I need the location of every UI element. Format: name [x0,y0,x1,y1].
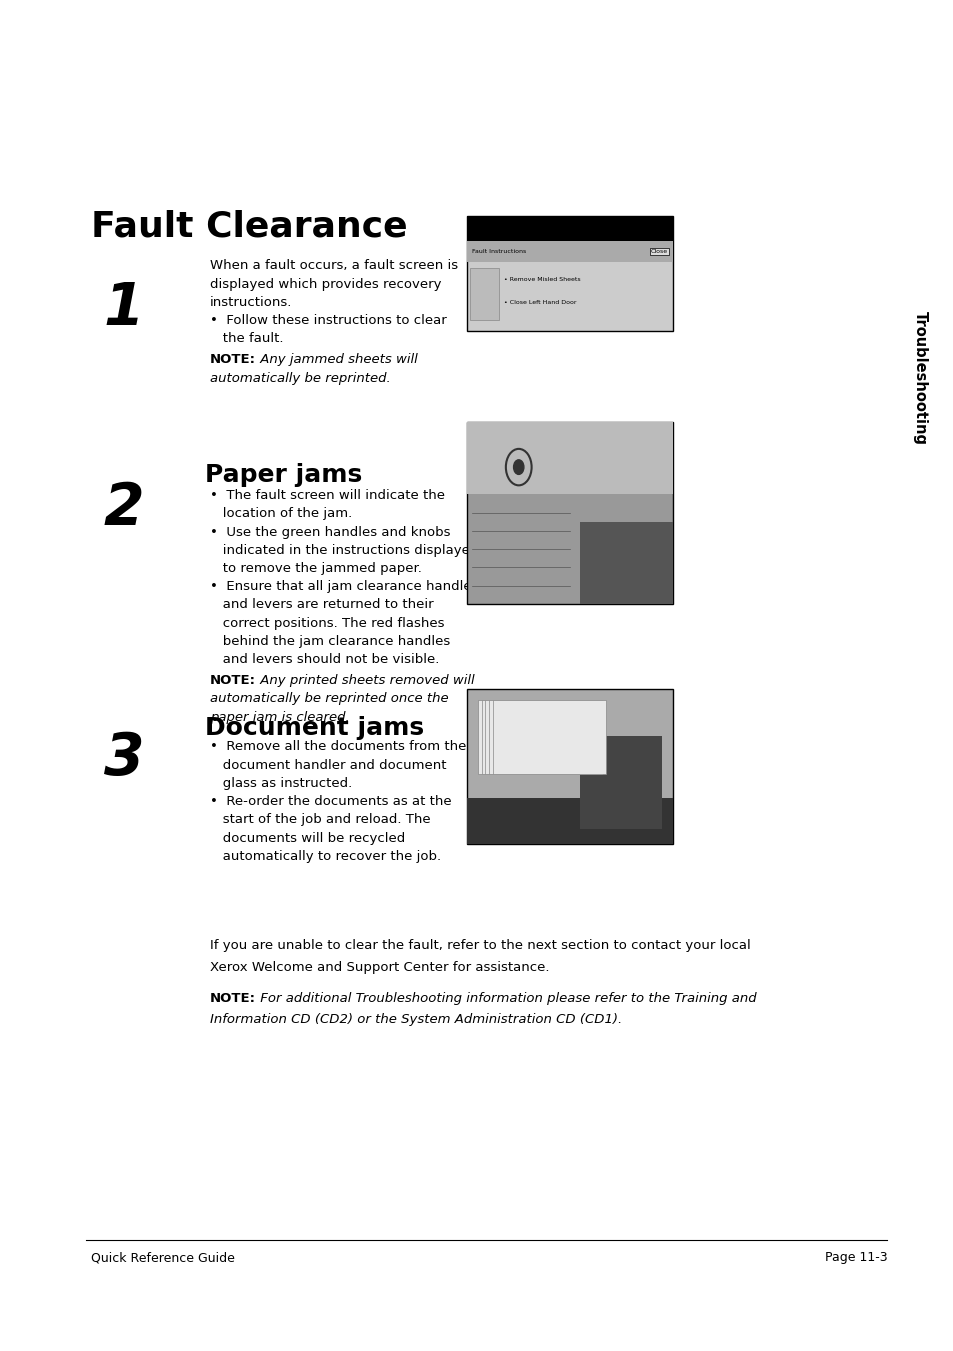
Text: NOTE:: NOTE: [210,353,255,366]
Text: to remove the jammed paper.: to remove the jammed paper. [210,562,421,576]
Text: indicated in the instructions displayed: indicated in the instructions displayed [210,543,477,557]
Text: 1: 1 [104,280,144,336]
Text: 2: 2 [104,480,144,536]
FancyBboxPatch shape [470,267,498,320]
Text: •  The fault screen will indicate the: • The fault screen will indicate the [210,489,444,503]
Text: and levers are returned to their: and levers are returned to their [210,598,433,612]
Text: instructions.: instructions. [210,296,292,309]
Text: glass as instructed.: glass as instructed. [210,777,352,790]
FancyBboxPatch shape [467,216,672,331]
Text: NOTE:: NOTE: [210,992,255,1005]
Text: •  Use the green handles and knobs: • Use the green handles and knobs [210,526,450,539]
Text: 3: 3 [104,730,144,786]
FancyBboxPatch shape [493,700,605,774]
Text: documents will be recycled: documents will be recycled [210,832,405,844]
Text: start of the job and reload. The: start of the job and reload. The [210,813,430,827]
Text: automatically to recover the job.: automatically to recover the job. [210,850,440,863]
Text: Close: Close [650,249,667,254]
Text: location of the jam.: location of the jam. [210,507,352,520]
Text: Any jammed sheets will: Any jammed sheets will [255,353,417,366]
FancyBboxPatch shape [579,521,672,604]
FancyBboxPatch shape [467,797,672,844]
Text: If you are unable to clear the fault, refer to the next section to contact your : If you are unable to clear the fault, re… [210,939,750,952]
FancyBboxPatch shape [579,735,661,828]
Text: •  Ensure that all jam clearance handles: • Ensure that all jam clearance handles [210,580,477,593]
Text: For additional Troubleshooting information please refer to the Training and: For additional Troubleshooting informati… [255,992,756,1005]
Text: Fault Instructions: Fault Instructions [472,249,526,254]
Text: • Close Left Hand Door: • Close Left Hand Door [503,300,576,305]
Text: When a fault occurs, a fault screen is: When a fault occurs, a fault screen is [210,259,457,273]
FancyBboxPatch shape [467,689,672,844]
Text: •  Follow these instructions to clear: • Follow these instructions to clear [210,313,446,327]
Text: Fault Clearance: Fault Clearance [91,209,407,243]
Text: Any printed sheets removed will: Any printed sheets removed will [255,674,474,688]
Circle shape [513,459,523,474]
Text: paper jam is cleared.: paper jam is cleared. [210,711,349,724]
Text: document handler and document: document handler and document [210,759,446,771]
FancyBboxPatch shape [485,700,598,774]
FancyBboxPatch shape [477,700,590,774]
Text: and levers should not be visible.: and levers should not be visible. [210,653,438,666]
Text: Troubleshooting: Troubleshooting [912,311,927,446]
Text: automatically be reprinted.: automatically be reprinted. [210,372,390,385]
Text: automatically be reprinted once the: automatically be reprinted once the [210,692,448,705]
Text: NOTE:: NOTE: [210,674,255,688]
Text: •  Remove all the documents from the: • Remove all the documents from the [210,740,466,754]
FancyBboxPatch shape [467,216,672,242]
Text: Xerox Welcome and Support Center for assistance.: Xerox Welcome and Support Center for ass… [210,961,549,974]
Text: Information CD (CD2) or the System Administration CD (CD1).: Information CD (CD2) or the System Admin… [210,1013,621,1027]
Text: • Remove Misled Sheets: • Remove Misled Sheets [503,277,579,282]
FancyBboxPatch shape [481,700,594,774]
Text: the fault.: the fault. [210,332,283,346]
Text: behind the jam clearance handles: behind the jam clearance handles [210,635,450,648]
FancyBboxPatch shape [467,422,672,494]
Text: Document jams: Document jams [205,716,424,740]
FancyBboxPatch shape [489,700,601,774]
FancyBboxPatch shape [467,422,672,604]
Text: Page 11-3: Page 11-3 [823,1251,886,1265]
Text: displayed which provides recovery: displayed which provides recovery [210,278,441,290]
Text: •  Re-order the documents as at the: • Re-order the documents as at the [210,794,451,808]
Text: Paper jams: Paper jams [205,463,362,488]
Text: Quick Reference Guide: Quick Reference Guide [91,1251,234,1265]
Text: correct positions. The red flashes: correct positions. The red flashes [210,616,444,630]
FancyBboxPatch shape [467,242,672,262]
